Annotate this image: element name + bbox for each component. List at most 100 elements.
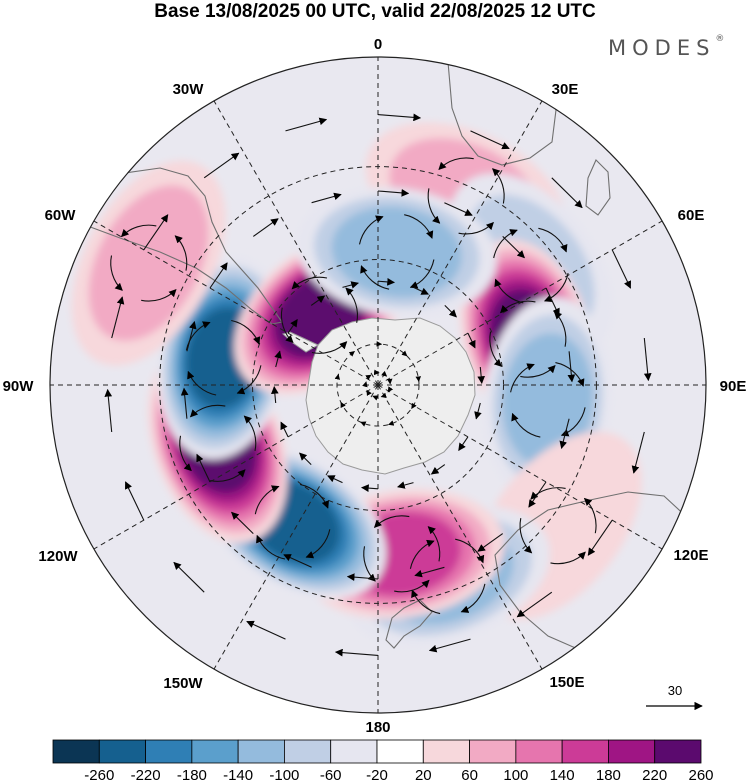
wind-vector-ring1-260: [180, 387, 189, 419]
meridian-240: [93, 384, 379, 550]
reference-vector-label: 30: [668, 683, 682, 698]
colorbar-swatch-10: [515, 739, 563, 764]
streamline-pos-s-australia-2: [519, 517, 533, 554]
wind-vector-ring2-280: [274, 350, 282, 368]
streamline-pos-se-pacific-1: [210, 469, 246, 482]
colorbar-tick-label: -100: [269, 767, 299, 783]
streamline-neg-se-indian-0: [560, 407, 586, 437]
colorbar-swatch-9: [469, 739, 517, 764]
streamline-pos-s-america-3: [120, 224, 157, 238]
wind-vector-ring1-300: [209, 262, 228, 289]
wind-vector-ring0-80: [643, 337, 652, 382]
streamline-neg-sw-indian-0: [543, 272, 569, 303]
streamline-neg-bellingshausen-2: [185, 321, 211, 351]
streamline-neg-weddell-0: [409, 259, 435, 289]
streamline-neg-bellingshausen-0: [236, 365, 262, 395]
brand-text: MODES: [608, 36, 716, 60]
streamline-pos-se-pacific-0: [243, 415, 257, 452]
colorbar-tick-label: 140: [550, 767, 575, 783]
wind-vector-polar0-200: [360, 421, 367, 427]
streamline-neg-weddell-1: [360, 265, 390, 290]
streamline-pos-s-australia-0: [583, 497, 597, 534]
reference-vector: 30: [646, 683, 703, 711]
wind-vector-polar1-240: [366, 389, 372, 396]
streamline-neg-tasman-3: [455, 538, 485, 564]
colorbar-swatch-11: [561, 739, 609, 764]
wind-vector-ring1-240: [196, 453, 211, 483]
streamline-pos-s-indian-3: [500, 300, 536, 314]
lon-label-120e: 120E: [673, 547, 708, 564]
wind-vector-polar0-120: [411, 402, 417, 409]
streamline-pos-drake-2: [280, 307, 294, 344]
colorbar-tick-label: -140: [223, 767, 253, 783]
wind-streamlines: [104, 113, 652, 657]
wind-vector-ring2-60: [467, 332, 476, 349]
colorbar-tick-label: 260: [688, 767, 713, 783]
colorbar-tick-label: 20: [415, 767, 432, 783]
anomaly-neg-weddell-level-2: [331, 206, 462, 298]
streamline-neg-sw-indian-3: [538, 227, 568, 253]
wind-vector-ring0-140: [516, 591, 553, 618]
lon-label-90e: 90E: [720, 378, 747, 395]
colorbar-tick-label: 220: [642, 767, 667, 783]
streamline-neg-weddell-3: [404, 214, 434, 239]
lon-label-0: 0: [374, 36, 382, 53]
madagascar-outline: [585, 159, 611, 216]
meridian-300: [93, 220, 379, 386]
streamline-pos-s-atlantic-1: [458, 221, 494, 235]
wind-vector-ring1-40: [502, 236, 525, 259]
streamline-pos-s-australia-3: [530, 487, 566, 500]
meridian-210: [213, 384, 379, 670]
streamline-pos-drake-0: [345, 287, 358, 323]
streamline-neg-s-pacific-0: [305, 529, 331, 559]
wind-vector-ring2-240: [280, 421, 289, 438]
wind-vector-ring0-300: [143, 214, 169, 251]
wind-vector-ring1-100: [559, 418, 570, 449]
streamline-neg-se-indian-3: [555, 362, 585, 387]
wind-vector-ring1-340: [311, 192, 342, 204]
streamline-neg-bellingshausen-3: [231, 319, 261, 345]
colorbar-tick-label: -220: [131, 767, 161, 783]
wind-vector-ring2-120: [458, 436, 469, 452]
wind-vector-ring0-120: [587, 519, 613, 556]
map-title: Base 13/08/2025 00 UTC, valid 22/08/2025…: [154, 1, 596, 22]
wind-vector-polar0-320: [348, 351, 355, 357]
colorbar-tick-label: 100: [503, 767, 528, 783]
wind-vector-ring1-320: [252, 218, 279, 237]
colorbar-swatch-3: [191, 739, 239, 764]
wind-vector-ring1-80: [567, 351, 576, 383]
wind-vector-ring0-0: [377, 113, 422, 122]
lon-label-30w: 30W: [173, 81, 205, 98]
colorbar-tick-label: -180: [177, 767, 207, 783]
streamline-neg-s-pacific-3: [299, 483, 329, 509]
meridian-150: [377, 384, 543, 670]
colorbar-tick-label: -20: [366, 767, 388, 783]
lon-label-180: 180: [365, 719, 390, 736]
colorbar-tick-label: 180: [596, 767, 621, 783]
wind-vector-ring0-20: [470, 130, 510, 150]
wind-vector-polar0-240: [340, 401, 346, 409]
new-zealand-outline: [385, 599, 433, 649]
streamline-neg-s-pacific-2: [254, 485, 280, 515]
colorbar-swatch-0: [52, 739, 100, 764]
wind-vector-ring2-80: [477, 366, 485, 384]
wind-vector-ring2-160: [397, 481, 414, 489]
wind-vector-ring1-120: [528, 481, 547, 508]
wind-vector-ring2-0: [377, 278, 395, 286]
colorbar-tick-label: -60: [320, 767, 342, 783]
streamline-neg-bellingshausen-1: [187, 370, 217, 396]
lon-label-120w: 120W: [38, 548, 78, 565]
wind-vector-ring0-340: [285, 117, 328, 132]
wind-vector-ring0-260: [104, 388, 113, 433]
lon-label-60e: 60E: [678, 207, 705, 224]
meridian-30: [377, 100, 543, 386]
colorbar: -260 -220 -180 -140 -100 -60 -20 20 60 100 140 180 2…: [52, 739, 714, 783]
colorbar-tick-label: -260: [84, 767, 114, 783]
streamline-pos-sw-pacific-1: [394, 579, 430, 593]
wind-vector-ring2-320: [310, 295, 326, 306]
wind-vector-ring1-220: [231, 511, 254, 534]
wind-vector-ring1-0: [377, 189, 410, 197]
wind-vector-ring0-60: [611, 249, 631, 289]
streamline-pos-s-atlantic-0: [492, 168, 505, 204]
